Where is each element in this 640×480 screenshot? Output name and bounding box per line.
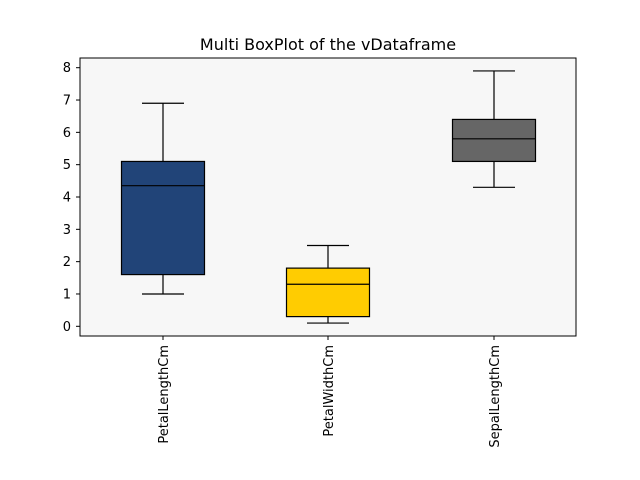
y-tick-label: 4 [63, 191, 71, 206]
y-tick-label: 7 [63, 94, 71, 109]
y-tick-label: 2 [63, 255, 71, 270]
iqr-box [451, 118, 537, 163]
y-tick-label: 0 [63, 320, 71, 335]
y-tick-label: 8 [63, 61, 71, 76]
chart-title: Multi BoxPlot of the vDataframe [200, 35, 456, 54]
x-tick-label: PetalLengthCm [157, 345, 172, 444]
y-tick-label: 1 [63, 287, 71, 302]
x-tick-label: PetalWidthCm [322, 345, 337, 437]
y-tick-label: 3 [63, 223, 71, 238]
box-group [285, 244, 371, 324]
x-tick-label: SepalLengthCm [488, 345, 503, 448]
iqr-box [120, 160, 206, 276]
box-group [451, 70, 537, 188]
x-axis: PetalLengthCm PetalWidthCm SepalLengthCm [157, 336, 503, 448]
y-axis: 0 1 2 3 4 5 6 7 8 [63, 61, 80, 335]
iqr-box [285, 267, 371, 318]
y-tick-label: 5 [63, 158, 71, 173]
box-group [120, 102, 206, 295]
boxes-group [120, 70, 537, 324]
y-tick-label: 6 [63, 126, 71, 141]
